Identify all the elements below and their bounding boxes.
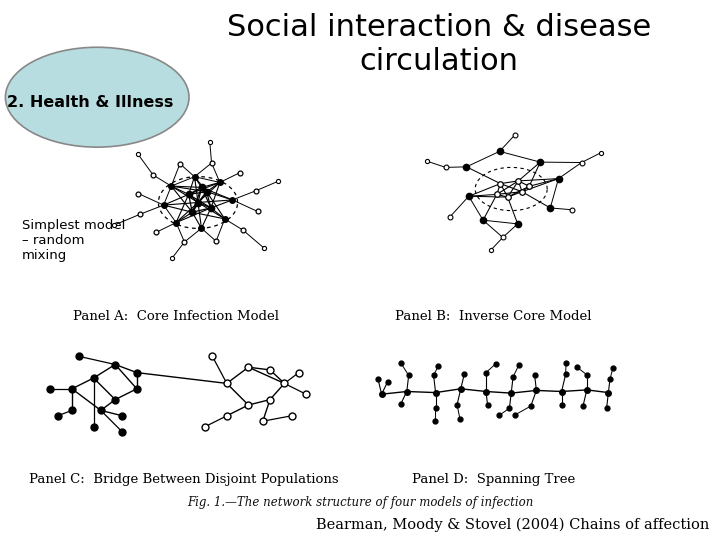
Text: Fig. 1.—The network structure of four models of infection: Fig. 1.—The network structure of four mo… <box>186 496 534 509</box>
Text: Panel D:  Spanning Tree: Panel D: Spanning Tree <box>412 472 575 485</box>
Text: 2. Health & Illness: 2. Health & Illness <box>6 95 174 110</box>
Text: Panel C:  Bridge Between Disjoint Populations: Panel C: Bridge Between Disjoint Populat… <box>29 472 338 485</box>
Text: Panel B:  Inverse Core Model: Panel B: Inverse Core Model <box>395 310 591 323</box>
Text: Social interaction & disease
circulation: Social interaction & disease circulation <box>227 14 652 76</box>
Text: Panel A:  Core Infection Model: Panel A: Core Infection Model <box>73 310 279 323</box>
Ellipse shape <box>6 47 189 147</box>
Text: Simplest model
– random
mixing: Simplest model – random mixing <box>22 219 125 262</box>
Text: Bearman, Moody & Stovel (2004) Chains of affection: Bearman, Moody & Stovel (2004) Chains of… <box>316 517 709 532</box>
